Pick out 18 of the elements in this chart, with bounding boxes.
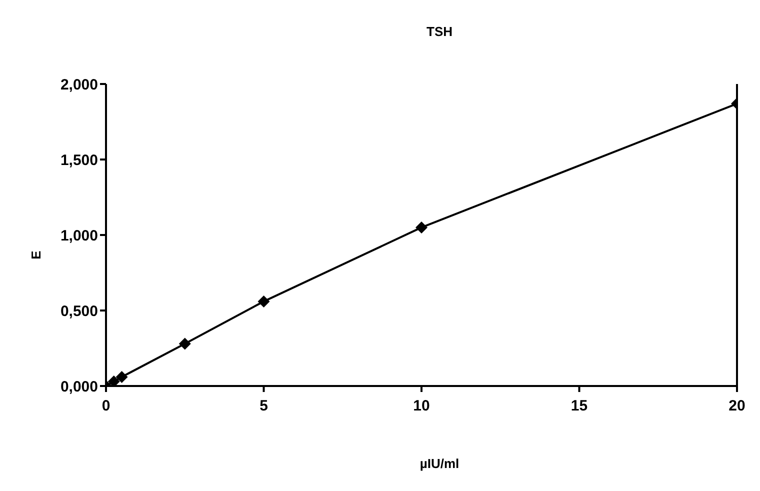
point: [258, 295, 270, 308]
x-tick-label: 15: [570, 398, 588, 415]
x-tick-label: 10: [413, 398, 430, 415]
y-tick-label: 1,000: [60, 227, 98, 244]
chart-title: TSH: [426, 24, 454, 39]
point: [108, 375, 120, 386]
x-tick-label: 20: [728, 398, 746, 415]
x-tick-label: 0: [102, 398, 110, 415]
point: [416, 221, 428, 234]
point: [116, 370, 128, 383]
y-tick-label: 1,500: [60, 152, 98, 169]
y-axis-title: E: [28, 250, 44, 260]
y-tick-label: 0,500: [60, 302, 98, 320]
y-tick-label: 2,000: [60, 76, 98, 94]
x-axis-title: µIU/ml: [418, 456, 460, 471]
y-tick-label: 0,000: [60, 378, 98, 396]
x-tick-label: 5: [260, 398, 268, 415]
point: [178, 338, 191, 350]
